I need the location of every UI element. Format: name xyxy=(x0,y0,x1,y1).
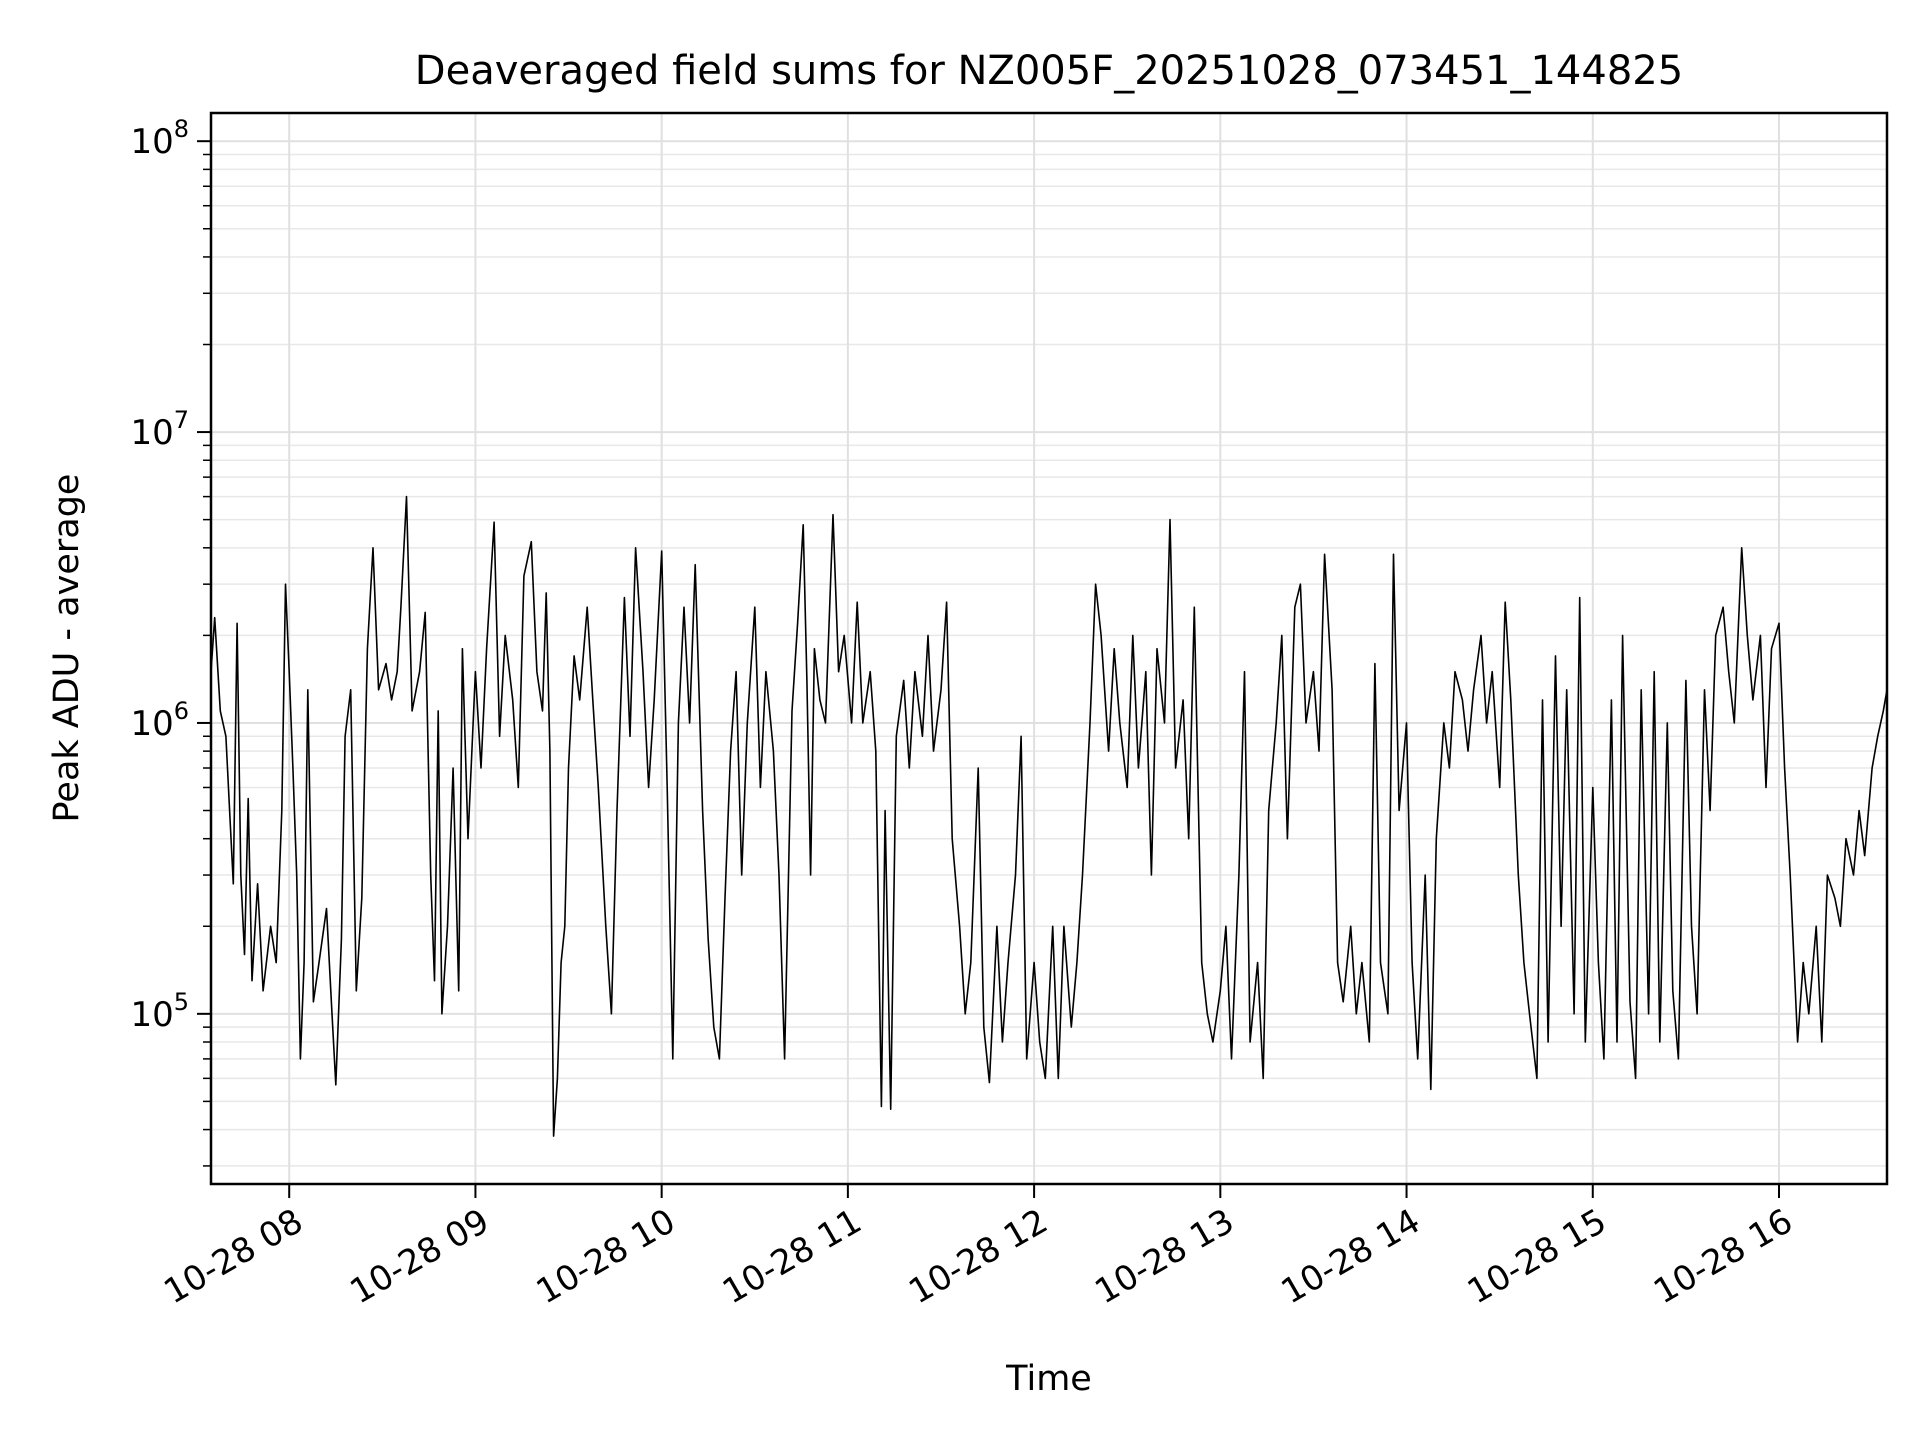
y-tick-label: 106 xyxy=(130,697,189,744)
grid-layer xyxy=(211,113,1887,1184)
y-tick-label: 107 xyxy=(130,406,189,453)
x-axis-label: Time xyxy=(1005,1359,1092,1399)
y-tick-label: 105 xyxy=(130,988,189,1035)
y-axis-label: Peak ADU - average xyxy=(47,474,87,823)
y-tick-label: 108 xyxy=(130,115,189,162)
series-layer xyxy=(210,495,1888,1137)
series-line xyxy=(210,495,1888,1137)
plot-frame xyxy=(209,111,1889,1186)
chart-title: Deaveraged field sums for NZ005F_2025102… xyxy=(415,48,1683,94)
